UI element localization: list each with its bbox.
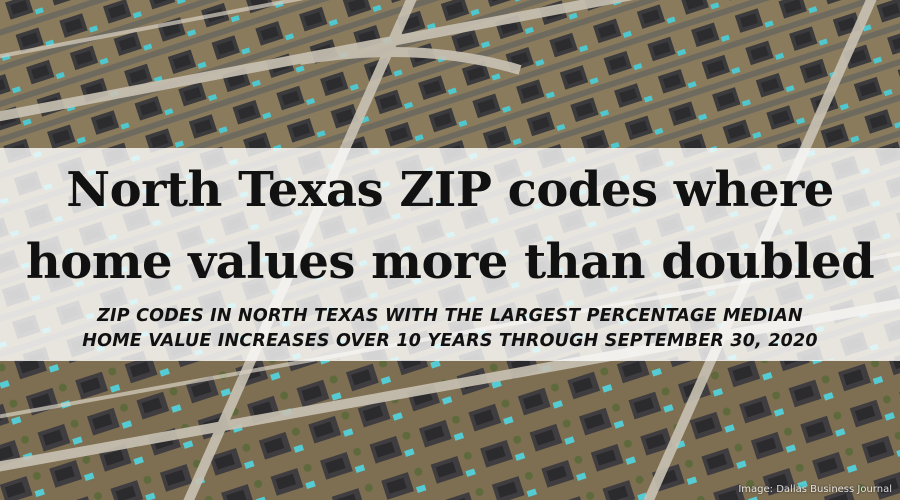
headline-line-2: home values more than doubled	[25, 234, 875, 290]
headline-banner	[0, 148, 900, 361]
subheadline-line-2: HOME VALUE INCREASES OVER 10 YEARS THROU…	[82, 331, 818, 351]
photo-credit: Image: Dallas Business Journal	[738, 484, 892, 495]
headline-line-1: North Texas ZIP codes where	[66, 162, 834, 218]
subheadline-line-1: ZIP CODES IN NORTH TEXAS WITH THE LARGES…	[97, 306, 803, 326]
